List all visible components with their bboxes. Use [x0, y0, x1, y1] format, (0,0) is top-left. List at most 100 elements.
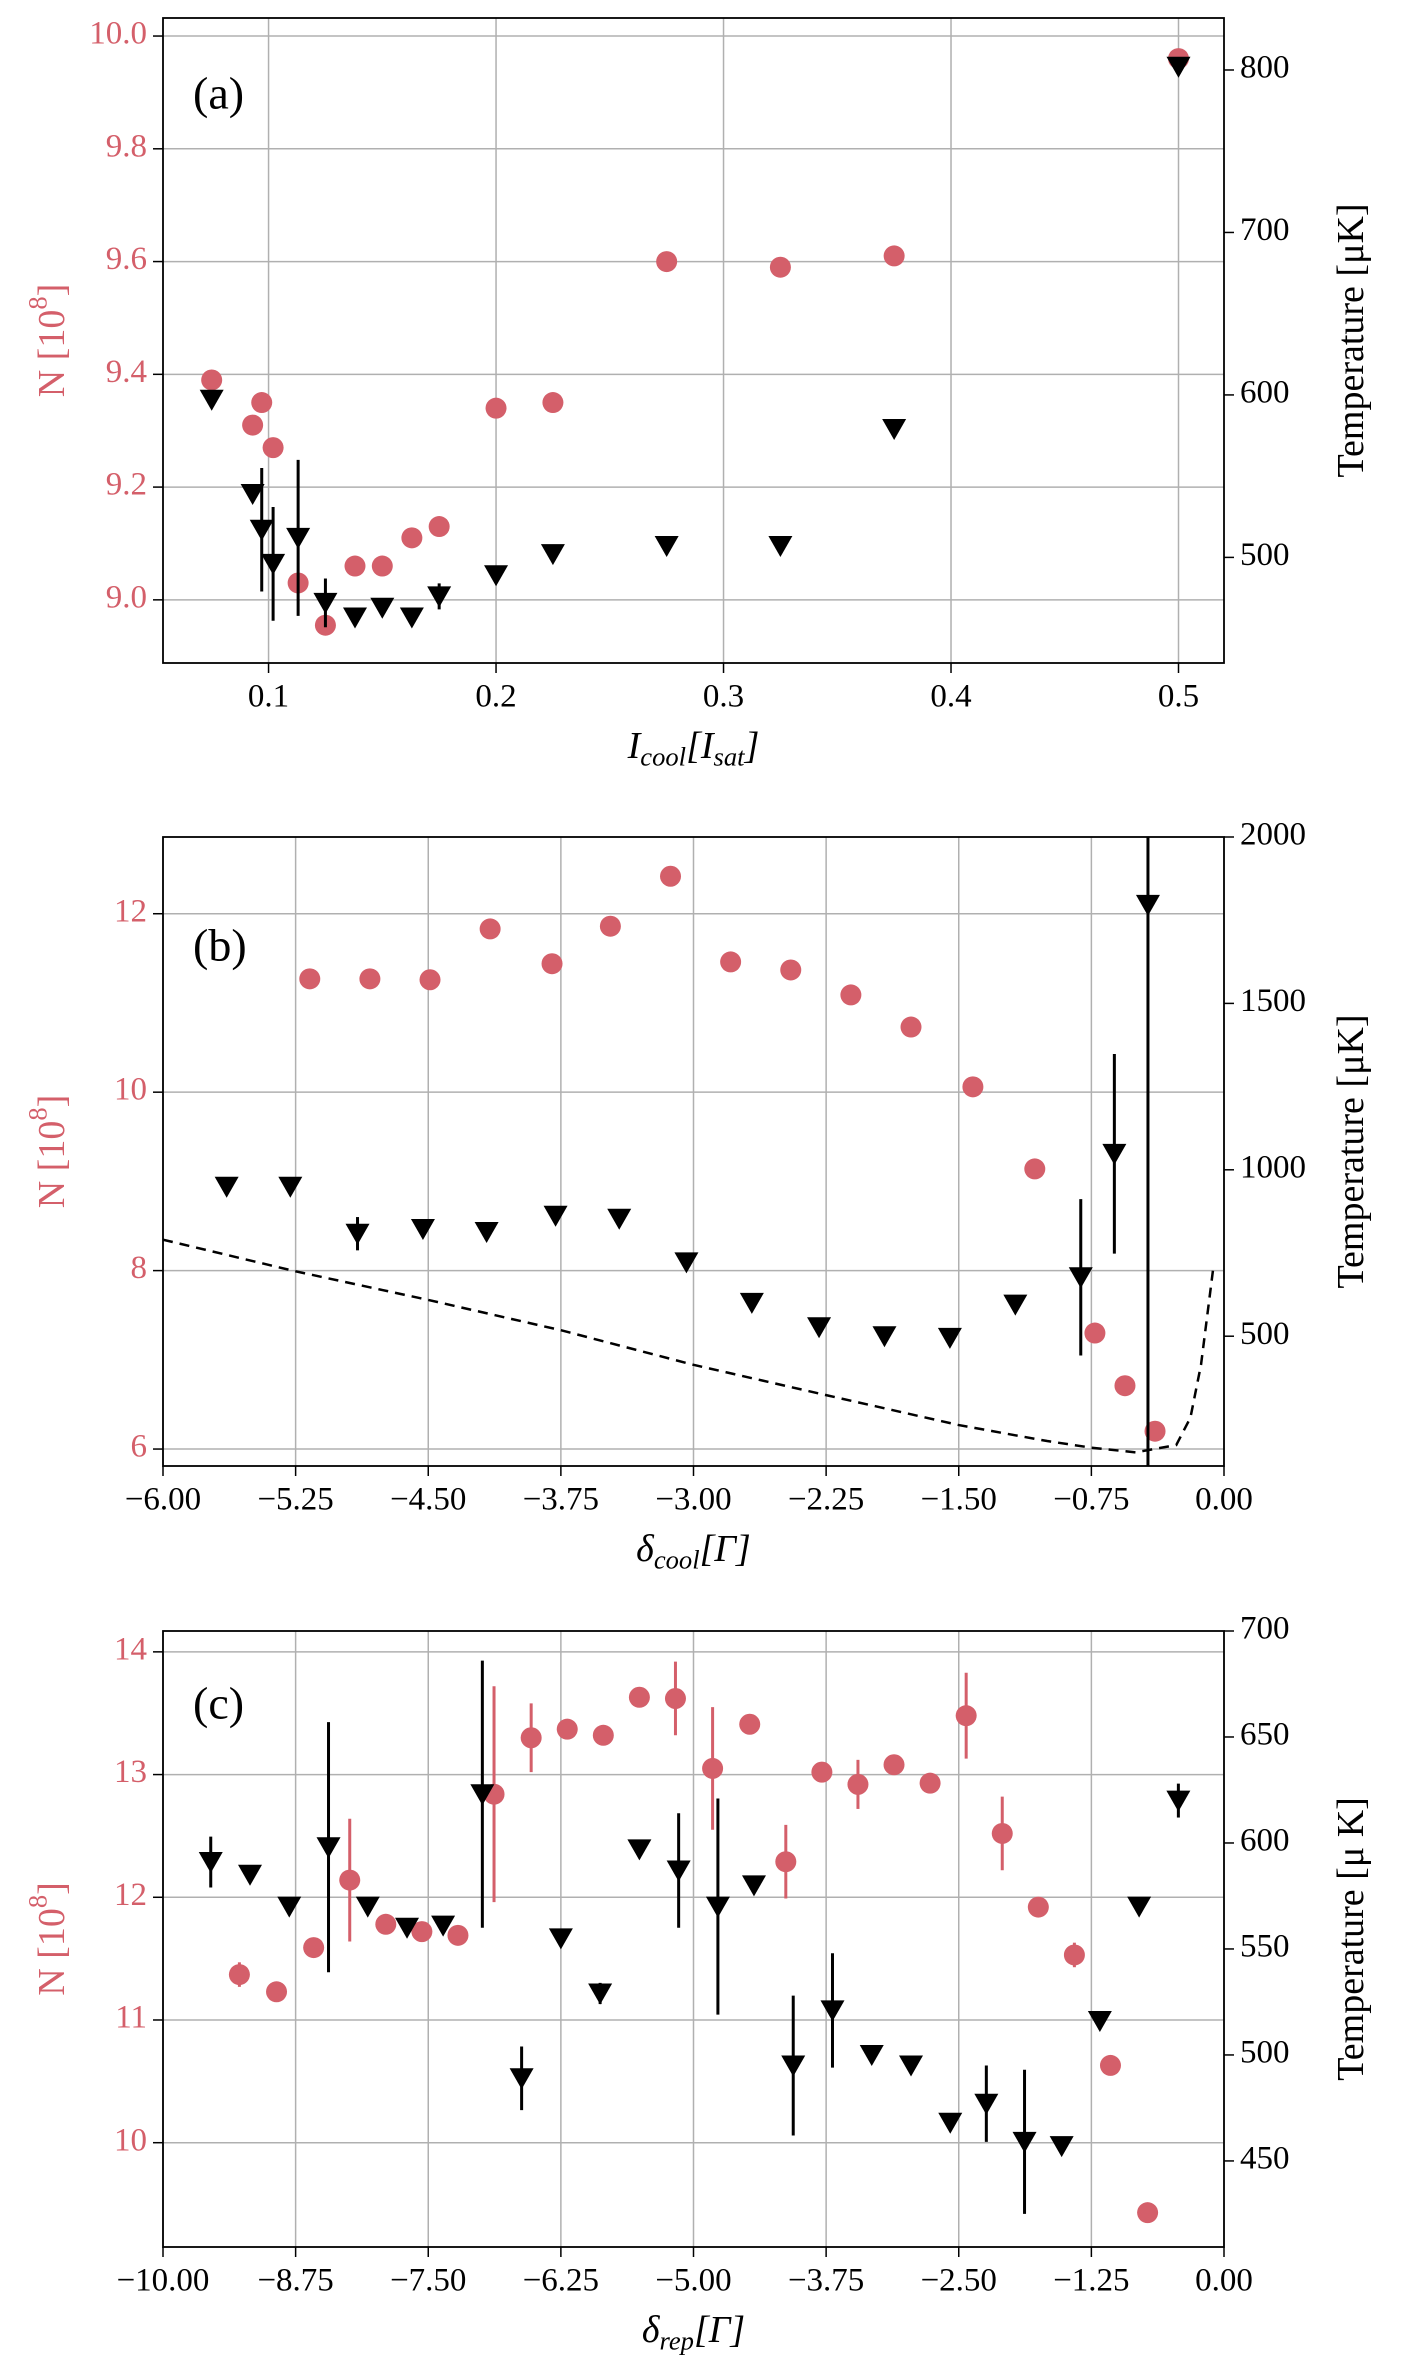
point [1003, 1294, 1028, 1316]
point [674, 1252, 699, 1274]
x-tick-label: −6.25 [523, 2263, 599, 2299]
y-tick-label: 11 [115, 2000, 147, 2036]
y2-tick-label: 700 [1240, 1611, 1290, 1647]
point [410, 1219, 435, 1241]
plot-area [163, 837, 1215, 1466]
x-tick-label: 0.3 [703, 679, 744, 715]
label-part: ] [31, 1882, 73, 1895]
point [769, 256, 791, 278]
y-tick-label: 9.0 [106, 579, 147, 615]
point [344, 555, 366, 577]
y-axis-label: N [108] [23, 1095, 73, 1209]
point [447, 1924, 469, 1946]
point [899, 2055, 924, 2077]
y2-tick-label: 2000 [1240, 817, 1306, 853]
point [342, 607, 367, 629]
point [395, 1917, 420, 1939]
point [1049, 2136, 1074, 2158]
label-part: Temperature [μ K] [1330, 1797, 1372, 2081]
label-part: ] [744, 725, 760, 767]
label-part: N [10 [31, 1908, 73, 1996]
point [543, 1205, 568, 1227]
plot-area [198, 1660, 1191, 2224]
point [240, 484, 265, 506]
x-tick-label: 0.4 [930, 679, 971, 715]
x-tick-label: −6.00 [125, 1482, 201, 1518]
point [1166, 56, 1191, 78]
label-part: 8 [23, 1107, 53, 1120]
label-part: 8 [23, 1895, 53, 1908]
point [1137, 2202, 1159, 2224]
point [768, 536, 793, 558]
point [883, 245, 905, 267]
point [251, 392, 273, 414]
y2-tick-label: 500 [1240, 537, 1290, 573]
point [299, 968, 321, 990]
x-tick-label: −2.50 [921, 2263, 997, 2299]
x-axis-label: Icool[Isat] [627, 725, 760, 772]
point [419, 969, 441, 991]
point [775, 1851, 797, 1873]
point [474, 1222, 499, 1244]
point [991, 1822, 1013, 1844]
label-part: ] [31, 284, 73, 297]
point [720, 951, 742, 973]
label-part: N [10 [31, 1121, 73, 1209]
point [664, 1687, 686, 1709]
point [198, 1852, 223, 1874]
point [654, 536, 679, 558]
label-part: δ [642, 2309, 661, 2351]
annotation: (b) [193, 920, 247, 971]
point [484, 565, 509, 587]
point [1135, 894, 1160, 916]
label-part: cool [640, 742, 686, 772]
point [592, 1724, 614, 1746]
y-tick-label: 9.6 [106, 241, 147, 277]
point [820, 2000, 845, 2022]
x-tick-label: −3.00 [655, 1482, 731, 1518]
point [741, 1875, 766, 1897]
point [1084, 1322, 1106, 1344]
point [509, 2068, 534, 2090]
point [656, 251, 678, 273]
point [542, 392, 564, 414]
y-tick-label: 8 [131, 1250, 148, 1286]
x-tick-label: 0.2 [475, 679, 516, 715]
y-axis-label: N [108] [23, 1882, 73, 1996]
y2-tick-label: 800 [1240, 50, 1290, 86]
y2-tick-label: 1000 [1240, 1149, 1306, 1185]
y2-axis-label: Temperature [μK] [1330, 1014, 1372, 1288]
x-tick-label: −0.75 [1053, 1482, 1129, 1518]
point [1102, 1143, 1127, 1165]
y2-tick-label: 450 [1240, 2141, 1290, 2177]
point [974, 2093, 999, 2115]
point [428, 516, 450, 538]
point [807, 1317, 832, 1339]
y2-tick-label: 600 [1240, 1823, 1290, 1859]
point [781, 2055, 806, 2077]
label-part: cool [654, 1545, 700, 1575]
y-tick-label: 6 [131, 1429, 148, 1465]
point [883, 1754, 905, 1776]
point [811, 1761, 833, 1783]
point [371, 555, 393, 577]
x-tick-label: 0.00 [1195, 1482, 1253, 1518]
point [375, 1913, 397, 1935]
label-part: δ [636, 1528, 655, 1570]
point [1027, 1896, 1049, 1918]
point [431, 1915, 456, 1937]
x-tick-label: 0.1 [248, 679, 289, 715]
point [588, 1983, 613, 2005]
point [401, 527, 423, 549]
point [627, 1839, 652, 1861]
x-tick-label: −5.00 [655, 2263, 731, 2299]
point [411, 1921, 433, 1943]
point [313, 592, 338, 614]
x-tick-label: 0.00 [1195, 2263, 1253, 2299]
point [262, 437, 284, 459]
point [1144, 1420, 1166, 1442]
point [303, 1937, 325, 1959]
x-tick-label: −3.75 [523, 1482, 599, 1518]
